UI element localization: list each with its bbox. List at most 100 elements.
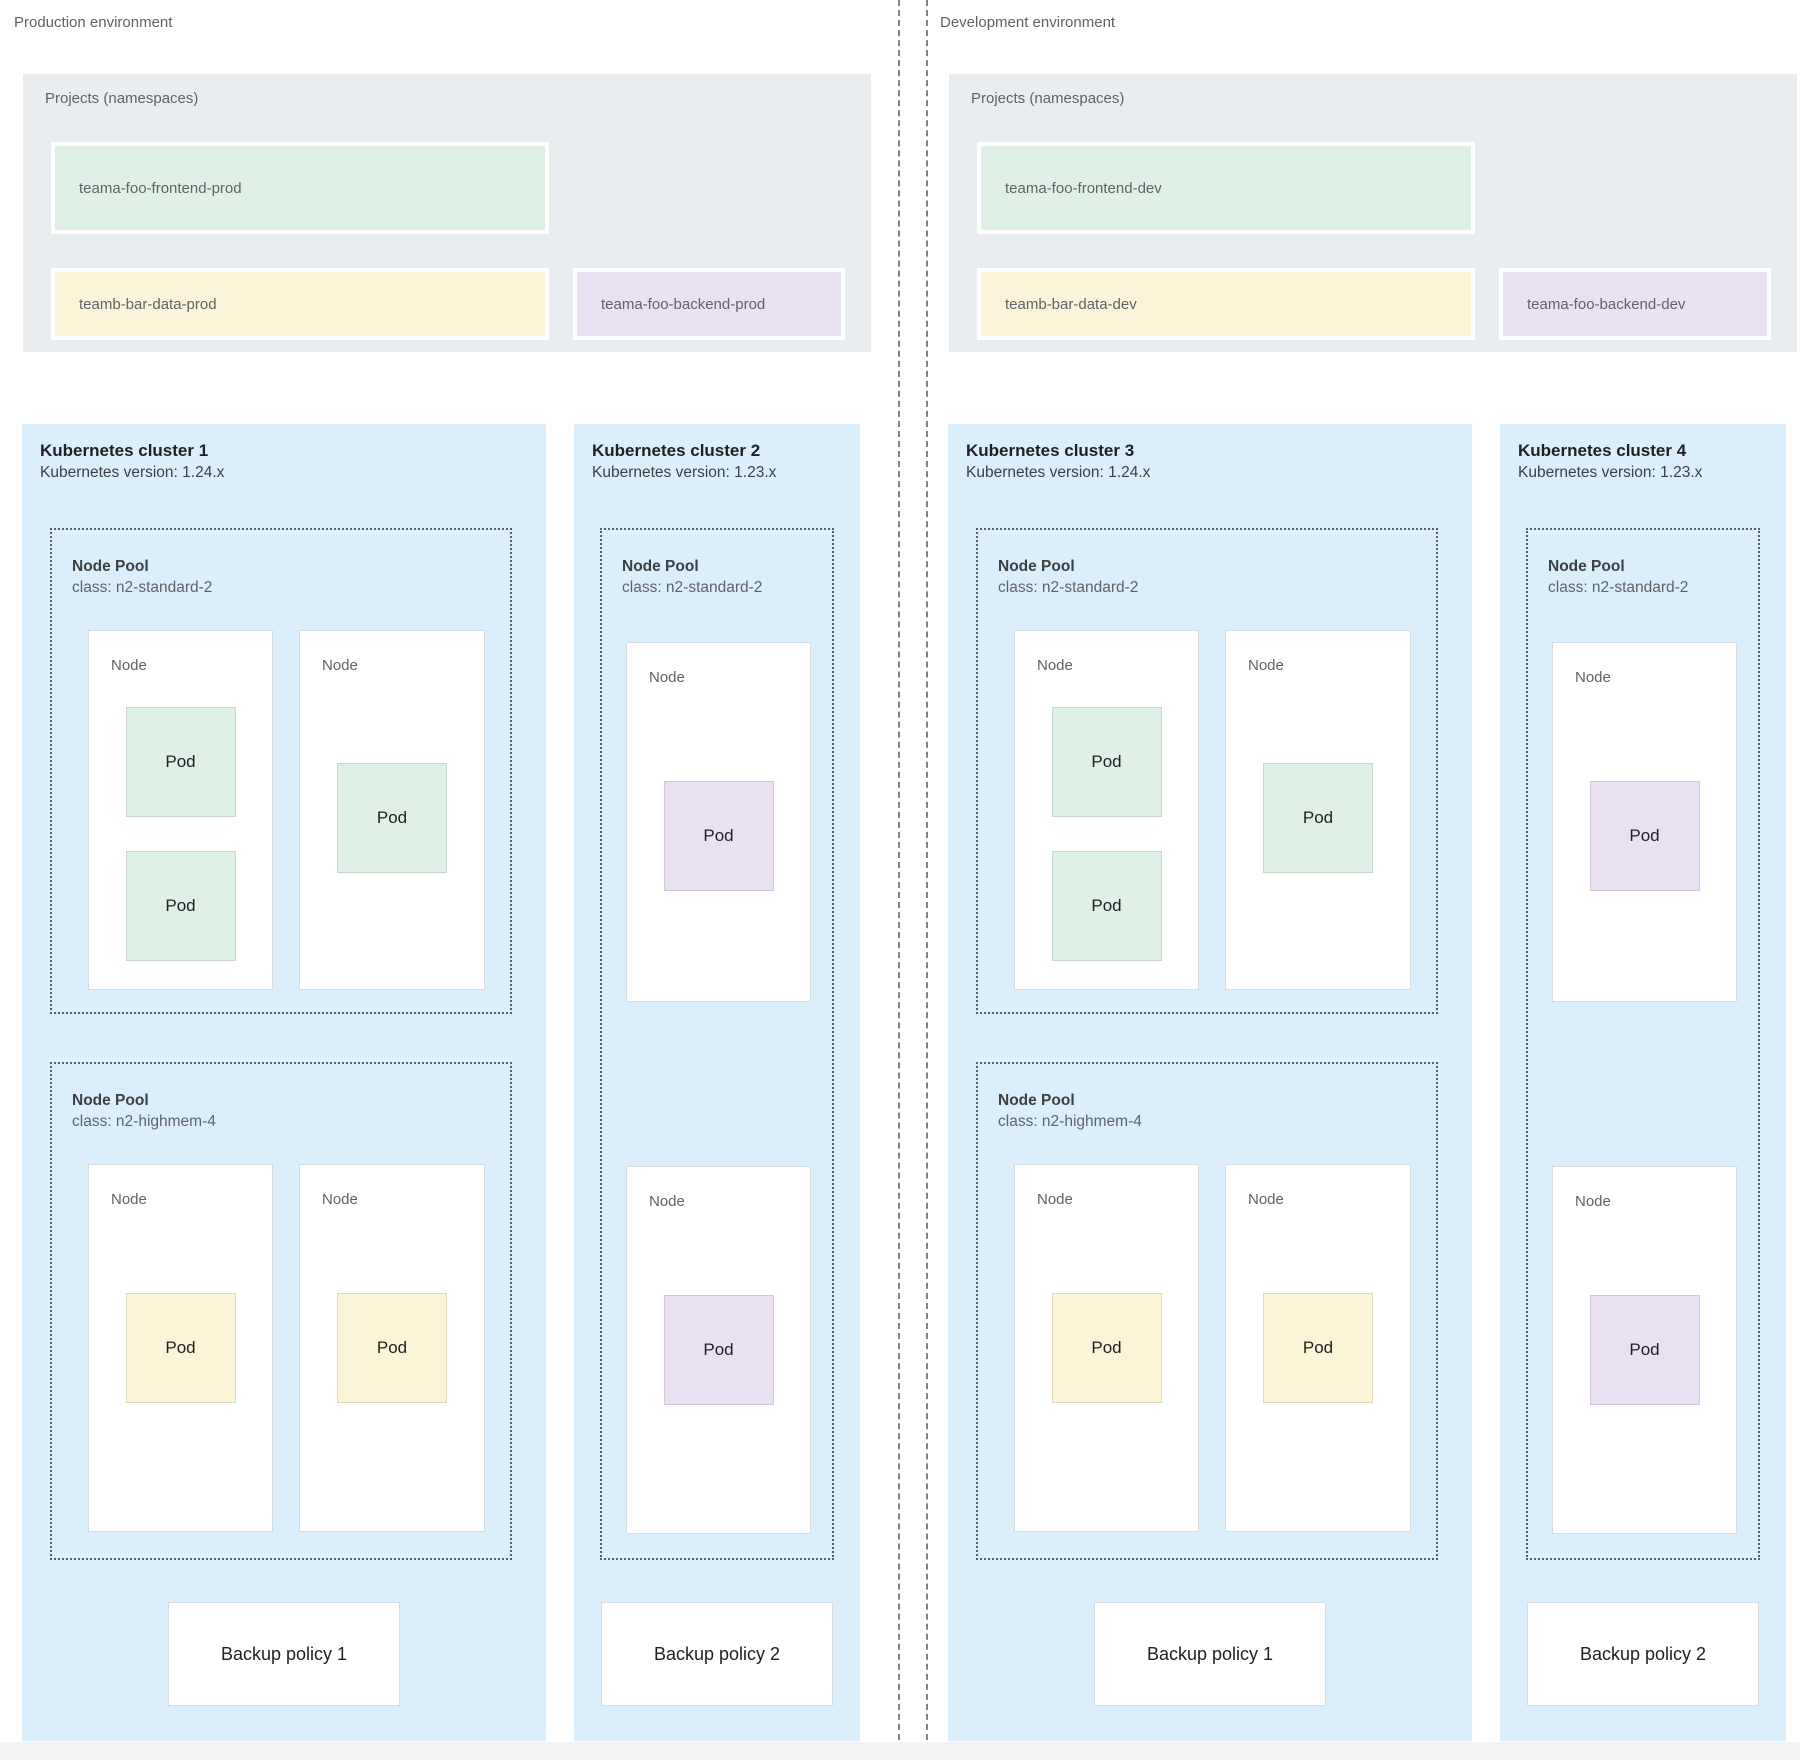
cluster-header: Kubernetes cluster 2 Kubernetes version:… [592, 440, 776, 483]
kubernetes-cluster-1: Kubernetes cluster 1 Kubernetes version:… [22, 424, 546, 1741]
projects-panel: Projects (namespaces) teama-foo-frontend… [23, 74, 871, 352]
node: Node Pod [1552, 1166, 1737, 1534]
kubernetes-cluster-3: Kubernetes cluster 3 Kubernetes version:… [948, 424, 1472, 1741]
cluster-header: Kubernetes cluster 1 Kubernetes version:… [40, 440, 224, 483]
node-pool-header: Node Pool class: n2-highmem-4 [998, 1090, 1142, 1132]
cluster-header: Kubernetes cluster 4 Kubernetes version:… [1518, 440, 1702, 483]
pod: Pod [337, 1293, 447, 1403]
cluster-version: Kubernetes version: 1.24.x [966, 464, 1151, 481]
node-pool-name: Node Pool [72, 558, 149, 575]
node-pool-highmem: Node Pool class: n2-highmem-4 Node Pod N… [976, 1062, 1438, 1560]
project-frontend-dev: teama-foo-frontend-dev [977, 142, 1475, 234]
environment-label: Production environment [14, 14, 173, 31]
backup-policy-2: Backup policy 2 [601, 1602, 833, 1706]
node-label: Node [111, 1191, 147, 1208]
node: Node Pod Pod [1014, 630, 1199, 990]
pod: Pod [1051, 1293, 1162, 1403]
kubernetes-cluster-4: Kubernetes cluster 4 Kubernetes version:… [1500, 424, 1786, 1741]
production-environment: Production environment Projects (namespa… [0, 0, 876, 1760]
node-pool-class: class: n2-standard-2 [998, 579, 1139, 596]
node: Node Pod [88, 1164, 273, 1532]
project-data-prod: teamb-bar-data-prod [51, 268, 549, 340]
development-environment: Development environment Projects (namesp… [926, 0, 1800, 1760]
node: Node Pod [1014, 1164, 1199, 1532]
node-pool-name: Node Pool [622, 558, 699, 575]
environment-divider-line [926, 0, 928, 1760]
node-pool-class: class: n2-highmem-4 [72, 1113, 216, 1130]
node-label: Node [1248, 657, 1284, 674]
node: Node Pod [299, 630, 485, 990]
node-label: Node [1037, 657, 1073, 674]
node-pool-class: class: n2-highmem-4 [998, 1113, 1142, 1130]
projects-panel-title: Projects (namespaces) [971, 90, 1125, 107]
node-pool-name: Node Pool [72, 1092, 149, 1109]
node-pool-class: class: n2-standard-2 [622, 579, 763, 596]
cluster-header: Kubernetes cluster 3 Kubernetes version:… [966, 440, 1150, 483]
pod: Pod [1589, 781, 1700, 891]
node-pool-class: class: n2-standard-2 [1548, 579, 1689, 596]
project-frontend-prod: teama-foo-frontend-prod [51, 142, 549, 234]
kubernetes-cluster-2: Kubernetes cluster 2 Kubernetes version:… [574, 424, 860, 1741]
node: Node Pod [299, 1164, 485, 1532]
node-pool-class: class: n2-standard-2 [72, 579, 213, 596]
node: Node Pod [1552, 642, 1737, 1002]
pod: Pod [1263, 1293, 1373, 1403]
node-pool-header: Node Pool class: n2-highmem-4 [72, 1090, 216, 1132]
cluster-title: Kubernetes cluster 2 [592, 441, 761, 460]
cluster-title: Kubernetes cluster 4 [1518, 441, 1687, 460]
pod: Pod [125, 707, 236, 817]
backup-policy-1: Backup policy 1 [1094, 1602, 1326, 1706]
pod: Pod [1263, 763, 1373, 873]
node-pool-highmem: Node Pool class: n2-highmem-4 Node Pod N… [50, 1062, 512, 1560]
node-label: Node [649, 1193, 685, 1210]
node: Node Pod Pod [88, 630, 273, 990]
node-label: Node [111, 657, 147, 674]
node-pool-standard: Node Pool class: n2-standard-2 Node Pod … [976, 528, 1438, 1014]
cluster-version: Kubernetes version: 1.24.x [40, 464, 225, 481]
projects-panel-title: Projects (namespaces) [45, 90, 199, 107]
node: Node Pod [626, 642, 811, 1002]
bottom-strip [0, 1742, 1800, 1760]
project-backend-dev: teama-foo-backend-dev [1499, 268, 1771, 340]
node-pool-name: Node Pool [998, 1092, 1075, 1109]
pod: Pod [1051, 851, 1162, 961]
node-pool-header: Node Pool class: n2-standard-2 [72, 556, 212, 598]
backup-policy-2: Backup policy 2 [1527, 1602, 1759, 1706]
node-pool-header: Node Pool class: n2-standard-2 [1548, 556, 1688, 598]
node-pool-standard: Node Pool class: n2-standard-2 Node Pod … [600, 528, 834, 1560]
backup-policy-1: Backup policy 1 [168, 1602, 400, 1706]
node-label: Node [1248, 1191, 1284, 1208]
node-pool-standard: Node Pool class: n2-standard-2 Node Pod … [1526, 528, 1760, 1560]
node-label: Node [1575, 669, 1611, 686]
project-data-dev: teamb-bar-data-dev [977, 268, 1475, 340]
pod: Pod [1051, 707, 1162, 817]
node-pool-name: Node Pool [998, 558, 1075, 575]
node-pool-name: Node Pool [1548, 558, 1625, 575]
node-pool-header: Node Pool class: n2-standard-2 [622, 556, 762, 598]
environment-label: Development environment [940, 14, 1116, 31]
project-backend-prod: teama-foo-backend-prod [573, 268, 845, 340]
cluster-version: Kubernetes version: 1.23.x [1518, 464, 1703, 481]
node-pool-standard: Node Pool class: n2-standard-2 Node Pod … [50, 528, 512, 1014]
cluster-version: Kubernetes version: 1.23.x [592, 464, 777, 481]
pod: Pod [125, 851, 236, 961]
pod: Pod [1589, 1295, 1700, 1405]
node: Node Pod [1225, 1164, 1411, 1532]
environment-divider-line [898, 0, 900, 1760]
node-label: Node [1037, 1191, 1073, 1208]
node: Node Pod [626, 1166, 811, 1534]
node: Node Pod [1225, 630, 1411, 990]
projects-panel: Projects (namespaces) teama-foo-frontend… [949, 74, 1797, 352]
pod: Pod [663, 1295, 774, 1405]
pod: Pod [125, 1293, 236, 1403]
node-label: Node [1575, 1193, 1611, 1210]
node-pool-header: Node Pool class: n2-standard-2 [998, 556, 1138, 598]
node-label: Node [322, 1191, 358, 1208]
node-label: Node [649, 669, 685, 686]
pod: Pod [663, 781, 774, 891]
node-label: Node [322, 657, 358, 674]
cluster-title: Kubernetes cluster 1 [40, 441, 209, 460]
cluster-title: Kubernetes cluster 3 [966, 441, 1135, 460]
pod: Pod [337, 763, 447, 873]
